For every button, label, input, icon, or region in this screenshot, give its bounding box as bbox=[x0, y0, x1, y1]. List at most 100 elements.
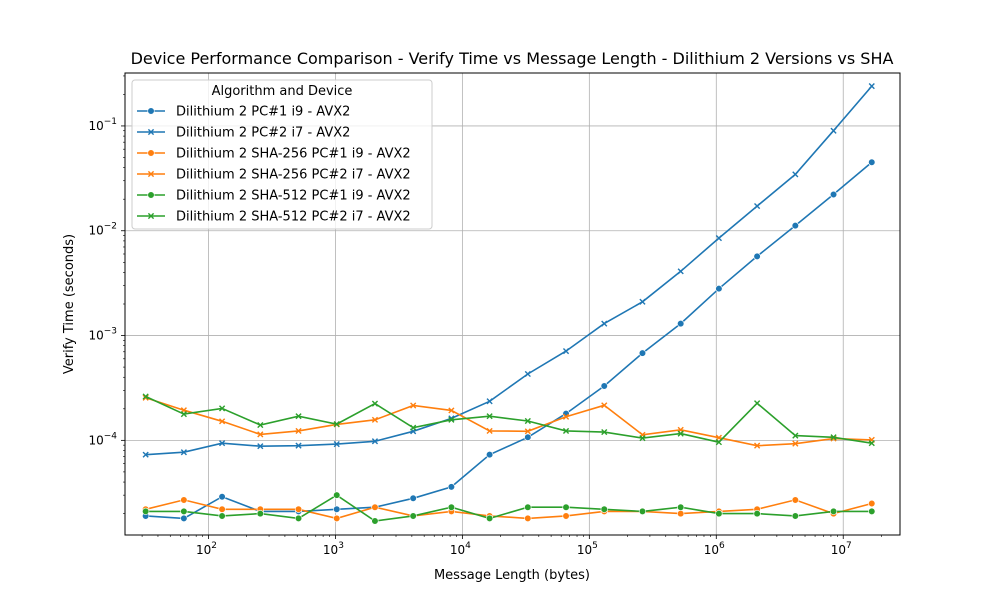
data-point bbox=[868, 158, 876, 166]
data-point bbox=[142, 393, 149, 400]
series-5 bbox=[142, 393, 875, 447]
data-point bbox=[333, 441, 340, 448]
data-point bbox=[257, 443, 264, 450]
data-point bbox=[677, 510, 685, 518]
data-point bbox=[257, 431, 264, 438]
data-point bbox=[600, 382, 608, 390]
legend-marker bbox=[147, 170, 155, 178]
legend-item: Dilithium 2 SHA-256 PC#1 i9 - AVX2 bbox=[137, 147, 411, 162]
data-point bbox=[295, 442, 302, 449]
series-line bbox=[145, 396, 872, 447]
legend-marker bbox=[147, 149, 155, 157]
data-point bbox=[333, 491, 341, 499]
data-point bbox=[218, 493, 226, 501]
data-point bbox=[333, 505, 341, 513]
data-point bbox=[333, 514, 341, 523]
data-point bbox=[677, 503, 685, 511]
legend-label: Dilithium 2 PC#1 i9 - AVX2 bbox=[176, 105, 350, 120]
data-point bbox=[753, 510, 761, 518]
data-point bbox=[410, 402, 417, 409]
legend-item: Dilithium 2 SHA-256 PC#2 i7 - AVX2 bbox=[137, 168, 411, 183]
data-point bbox=[562, 503, 570, 511]
chart-title: Device Performance Comparison - Verify T… bbox=[131, 49, 894, 68]
data-point bbox=[791, 512, 799, 520]
legend-item: Dilithium 2 SHA-512 PC#1 i9 - AVX2 bbox=[137, 189, 411, 204]
legend-title: Algorithm and Device bbox=[212, 84, 353, 99]
data-point bbox=[486, 451, 494, 459]
data-point bbox=[524, 370, 531, 378]
data-point bbox=[754, 202, 761, 210]
data-point bbox=[830, 127, 837, 134]
x-tick-label: 103 bbox=[323, 541, 344, 557]
data-point bbox=[218, 418, 226, 425]
series-line bbox=[145, 395, 872, 444]
legend: Algorithm and Device Dilithium 2 PC#1 i9… bbox=[131, 79, 433, 230]
legend-marker bbox=[147, 191, 155, 199]
data-point bbox=[371, 517, 379, 525]
data-point bbox=[715, 439, 722, 446]
series-1 bbox=[142, 82, 875, 458]
data-point bbox=[218, 405, 226, 412]
data-point bbox=[753, 252, 761, 260]
data-point bbox=[447, 483, 455, 491]
legend-item: Dilithium 2 PC#2 i7 - AVX2 bbox=[137, 126, 350, 141]
y-tick-label: 10−3 bbox=[88, 327, 117, 343]
legend-item: Dilithium 2 SHA-512 PC#2 i7 - AVX2 bbox=[137, 210, 411, 225]
data-point bbox=[218, 440, 226, 447]
data-point bbox=[371, 438, 379, 445]
data-point bbox=[639, 435, 646, 442]
series-line bbox=[145, 499, 873, 520]
data-point bbox=[180, 496, 188, 504]
data-point bbox=[180, 514, 188, 523]
data-point bbox=[294, 505, 303, 513]
x-tick-label: 107 bbox=[831, 541, 852, 557]
data-point bbox=[677, 430, 684, 437]
data-point bbox=[524, 514, 532, 523]
data-point bbox=[256, 510, 264, 518]
data-point bbox=[638, 507, 647, 515]
data-point bbox=[715, 510, 723, 518]
data-point bbox=[333, 420, 340, 428]
data-point bbox=[295, 427, 302, 435]
data-point bbox=[486, 413, 493, 420]
data-point bbox=[639, 298, 646, 305]
data-point bbox=[218, 505, 226, 513]
data-point bbox=[715, 285, 723, 293]
data-point bbox=[524, 433, 532, 441]
legend-label: Dilithium 2 SHA-256 PC#2 i7 - AVX2 bbox=[176, 168, 411, 183]
y-tick-label: 10−1 bbox=[88, 117, 117, 133]
y-axis-label: Verify Time (seconds) bbox=[62, 234, 77, 374]
data-point bbox=[486, 398, 493, 405]
data-point bbox=[524, 417, 531, 425]
x-axis-label: Message Length (bytes) bbox=[434, 568, 590, 583]
series-4 bbox=[142, 491, 876, 525]
data-point bbox=[371, 416, 379, 423]
data-point bbox=[677, 268, 684, 275]
data-point bbox=[792, 440, 799, 447]
data-point bbox=[180, 449, 187, 456]
x-axis: 102 103 104 105 106 107 bbox=[141, 535, 882, 557]
data-point bbox=[754, 442, 761, 449]
data-point bbox=[754, 400, 761, 407]
legend-label: Dilithium 2 PC#2 i7 - AVX2 bbox=[176, 126, 350, 141]
legend-item: Dilithium 2 PC#1 i9 - AVX2 bbox=[137, 105, 350, 120]
data-point bbox=[868, 440, 875, 447]
data-point bbox=[295, 413, 302, 420]
data-point bbox=[792, 171, 799, 178]
legend-marker bbox=[147, 212, 155, 220]
data-point bbox=[562, 348, 570, 355]
series-layer bbox=[142, 82, 876, 525]
data-point bbox=[371, 400, 379, 407]
x-tick-label: 106 bbox=[704, 541, 725, 557]
x-tick-label: 105 bbox=[577, 541, 598, 557]
legend-items: Dilithium 2 PC#1 i9 - AVX2 Dilithium 2 PC… bbox=[137, 105, 411, 225]
series-line bbox=[145, 85, 873, 456]
series-line bbox=[145, 161, 873, 520]
data-point bbox=[868, 499, 876, 508]
data-point bbox=[715, 235, 722, 242]
data-point bbox=[180, 411, 187, 418]
data-point bbox=[562, 512, 570, 520]
data-point bbox=[142, 451, 149, 458]
data-point bbox=[792, 432, 799, 439]
data-point bbox=[409, 494, 417, 502]
